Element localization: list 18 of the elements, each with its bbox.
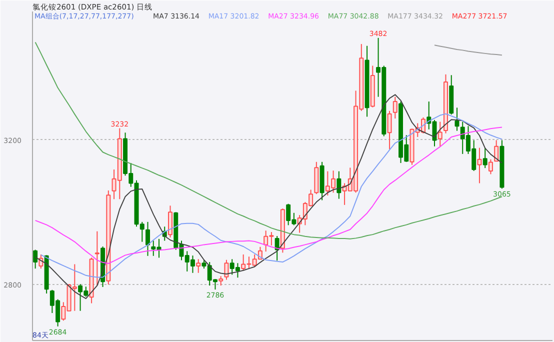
candlestick — [224, 259, 229, 280]
candlestick — [336, 170, 342, 200]
candlestick — [494, 140, 499, 162]
candlestick — [196, 258, 201, 274]
candlestick — [33, 249, 38, 270]
candlestick — [482, 147, 488, 169]
candlestick — [454, 107, 460, 132]
candlestick — [477, 147, 482, 184]
candlestick — [146, 221, 150, 256]
candlestick — [438, 121, 442, 147]
candlestick — [168, 205, 172, 238]
candlestick — [488, 158, 493, 175]
candlestick — [94, 230, 100, 286]
line-series — [434, 44, 502, 56]
candlestick — [274, 236, 280, 262]
candlestick — [392, 96, 398, 120]
candlestick — [387, 110, 392, 150]
candlestick — [218, 276, 224, 286]
